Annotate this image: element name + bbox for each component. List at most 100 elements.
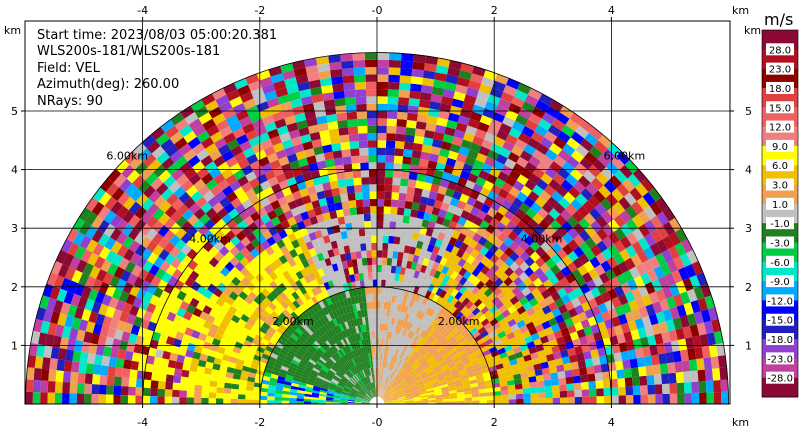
velocity-cell <box>33 318 43 333</box>
velocity-cell <box>182 362 191 371</box>
velocity-cell <box>515 291 526 301</box>
velocity-cell <box>457 258 467 268</box>
velocity-cell <box>155 182 169 196</box>
velocity-cell <box>417 287 424 296</box>
velocity-cell <box>118 257 130 270</box>
velocity-cell <box>570 150 585 163</box>
velocity-cell <box>237 399 246 404</box>
velocity-cell <box>492 309 502 318</box>
velocity-cell <box>306 72 320 82</box>
velocity-cell <box>123 196 136 211</box>
velocity-cell <box>593 140 608 154</box>
velocity-cell <box>150 380 159 389</box>
velocity-cell <box>388 59 401 68</box>
velocity-cell <box>256 346 266 354</box>
velocity-cell <box>147 321 157 332</box>
velocity-cell <box>461 328 470 337</box>
velocity-cell <box>494 358 503 366</box>
velocity-cell <box>541 289 551 300</box>
velocity-cell <box>214 261 225 273</box>
velocity-cell <box>281 139 294 150</box>
velocity-cell <box>159 308 170 319</box>
velocity-cell <box>289 400 297 404</box>
velocity-cell <box>377 374 379 383</box>
velocity-cell <box>619 236 632 249</box>
velocity-cell <box>260 357 269 364</box>
velocity-cell <box>419 371 427 377</box>
velocity-cell <box>632 227 645 241</box>
velocity-cell <box>367 376 371 384</box>
velocity-cell <box>126 273 138 286</box>
velocity-cell <box>452 255 462 265</box>
velocity-cell <box>296 236 306 246</box>
velocity-cell <box>387 294 393 303</box>
velocity-cell <box>413 54 426 64</box>
velocity-cell <box>339 299 346 308</box>
velocity-cell <box>308 306 316 316</box>
velocity-cell <box>658 321 669 334</box>
velocity-cell <box>360 309 365 318</box>
velocity-cell <box>322 212 331 221</box>
velocity-cell <box>229 256 240 267</box>
velocity-cell <box>381 392 386 399</box>
velocity-cell <box>390 355 395 363</box>
velocity-cell <box>426 344 433 352</box>
velocity-cell <box>363 324 367 332</box>
velocity-cell <box>372 272 377 280</box>
velocity-cell <box>328 358 335 365</box>
velocity-cell <box>193 178 206 191</box>
velocity-cell <box>191 231 204 243</box>
velocity-cell <box>349 394 357 398</box>
colorbar-frame <box>761 29 799 398</box>
velocity-cell <box>321 344 328 352</box>
velocity-cell <box>355 400 363 403</box>
velocity-cell <box>638 306 649 318</box>
velocity-cell <box>366 361 370 369</box>
velocity-cell <box>135 395 143 404</box>
velocity-cell <box>451 230 461 240</box>
velocity-cell <box>427 395 436 399</box>
velocity-cell <box>311 93 324 104</box>
range-ring <box>25 52 729 405</box>
velocity-cell <box>381 330 385 339</box>
velocity-cell <box>491 334 500 343</box>
velocity-cell <box>301 311 310 320</box>
velocity-cell <box>366 257 373 266</box>
velocity-cell <box>442 352 450 359</box>
velocity-cell <box>484 156 496 167</box>
velocity-cell <box>348 396 356 400</box>
velocity-cell <box>56 359 66 372</box>
velocity-cell <box>226 219 238 231</box>
velocity-cell <box>306 155 317 165</box>
velocity-cell <box>158 333 168 344</box>
velocity-cell <box>388 74 400 83</box>
velocity-cell <box>383 396 390 401</box>
velocity-cell <box>428 373 437 379</box>
velocity-cell <box>398 274 405 283</box>
velocity-cell <box>316 360 324 368</box>
velocity-cell <box>260 213 271 224</box>
velocity-cell <box>510 309 520 319</box>
velocity-cell <box>294 174 305 184</box>
velocity-cell <box>360 389 367 395</box>
velocity-cell <box>122 282 134 294</box>
velocity-cell <box>318 70 332 80</box>
velocity-cell <box>397 393 405 397</box>
velocity-cell <box>528 376 537 383</box>
velocity-cell <box>300 95 313 106</box>
velocity-cell <box>480 274 490 285</box>
velocity-cell <box>577 311 588 322</box>
velocity-cell <box>510 323 520 332</box>
velocity-cell <box>444 342 452 350</box>
velocity-cell <box>464 345 473 353</box>
velocity-cell <box>704 368 714 381</box>
velocity-cell <box>357 310 362 318</box>
velocity-cell <box>719 367 728 380</box>
velocity-cell <box>268 384 276 390</box>
velocity-cell <box>519 261 530 272</box>
velocity-cell <box>382 250 388 258</box>
velocity-cell <box>328 347 335 355</box>
velocity-cell <box>393 303 399 311</box>
velocity-cell <box>413 352 420 360</box>
velocity-cell <box>250 326 259 335</box>
